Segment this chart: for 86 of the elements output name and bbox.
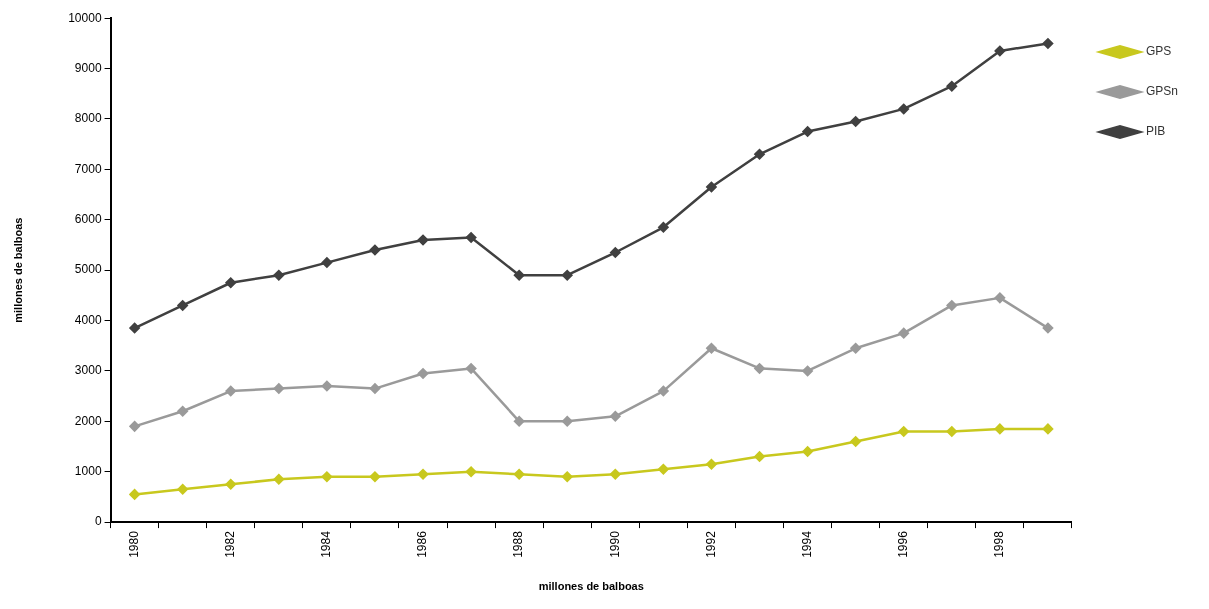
y-tick-label: 1000	[74, 464, 102, 479]
point	[177, 300, 188, 311]
point	[610, 247, 621, 258]
x-tick-label: 1994	[799, 530, 814, 558]
point	[706, 458, 717, 470]
point	[850, 436, 861, 447]
point	[802, 365, 813, 377]
point	[273, 383, 285, 394]
point	[658, 463, 669, 475]
point	[129, 489, 140, 500]
x-tick-label: 1986	[415, 530, 430, 558]
y-tick-label: 9000	[74, 60, 102, 75]
point	[754, 363, 765, 374]
point	[273, 269, 285, 281]
point	[898, 426, 909, 437]
x-tick-label: 1988	[511, 530, 526, 558]
point	[177, 484, 188, 495]
point	[994, 292, 1006, 304]
point	[465, 466, 477, 477]
point	[802, 126, 813, 137]
point	[321, 380, 333, 392]
point	[321, 257, 333, 268]
point	[273, 474, 285, 485]
y-tick-label: 5000	[74, 262, 102, 277]
point	[513, 269, 525, 281]
point	[417, 234, 429, 246]
point	[417, 368, 429, 379]
point	[225, 385, 236, 397]
point	[225, 479, 236, 490]
y-tick-label: 10000	[68, 10, 102, 25]
point	[129, 421, 140, 432]
y-tick-label: 8000	[74, 111, 102, 126]
y-tick-label: 2000	[74, 413, 102, 428]
point	[946, 80, 958, 92]
point	[994, 45, 1006, 57]
x-tick-label: 1982	[223, 530, 238, 558]
point	[658, 222, 669, 233]
point	[177, 406, 188, 417]
point	[513, 416, 525, 427]
y-tick-label: 4000	[74, 312, 102, 327]
point	[1042, 423, 1054, 435]
point	[369, 471, 381, 482]
point	[369, 383, 381, 394]
point	[706, 343, 717, 354]
legend-label: PIB	[1145, 124, 1166, 139]
point	[417, 468, 429, 480]
point	[225, 277, 236, 288]
point	[321, 471, 333, 482]
y-tick-label: 6000	[74, 212, 102, 227]
x-tick-label: 1998	[992, 530, 1007, 558]
y-tick-label: 7000	[74, 161, 102, 176]
point	[465, 363, 477, 374]
x-axis-title: millones de balboas	[538, 580, 644, 593]
point	[946, 300, 958, 311]
point	[898, 327, 909, 339]
point	[465, 232, 477, 243]
point	[561, 269, 573, 281]
point	[129, 322, 140, 334]
point	[369, 244, 381, 256]
y-tick-label: 3000	[74, 363, 102, 378]
legend-label: GPS	[1145, 44, 1172, 59]
point	[802, 446, 813, 457]
point	[610, 468, 621, 480]
y-axis-title: millones de balboas	[11, 217, 24, 323]
point	[946, 426, 958, 437]
point	[561, 471, 573, 482]
point	[1042, 38, 1054, 49]
point	[850, 343, 861, 354]
x-tick-label: 1984	[319, 530, 334, 558]
point	[706, 181, 717, 193]
point	[513, 468, 525, 480]
point	[994, 423, 1006, 435]
point	[754, 149, 765, 160]
point	[898, 103, 909, 115]
point	[561, 416, 573, 427]
x-tick-label: 1990	[607, 530, 622, 558]
legend-label: GPSn	[1145, 84, 1178, 99]
point	[1042, 322, 1054, 334]
point	[610, 411, 621, 422]
x-tick-label: 1996	[896, 530, 911, 558]
point	[850, 116, 861, 127]
point	[754, 451, 765, 462]
point	[658, 385, 669, 397]
x-tick-label: 1980	[126, 530, 141, 558]
y-tick-label: 0	[94, 514, 102, 529]
x-tick-label: 1992	[703, 530, 718, 558]
